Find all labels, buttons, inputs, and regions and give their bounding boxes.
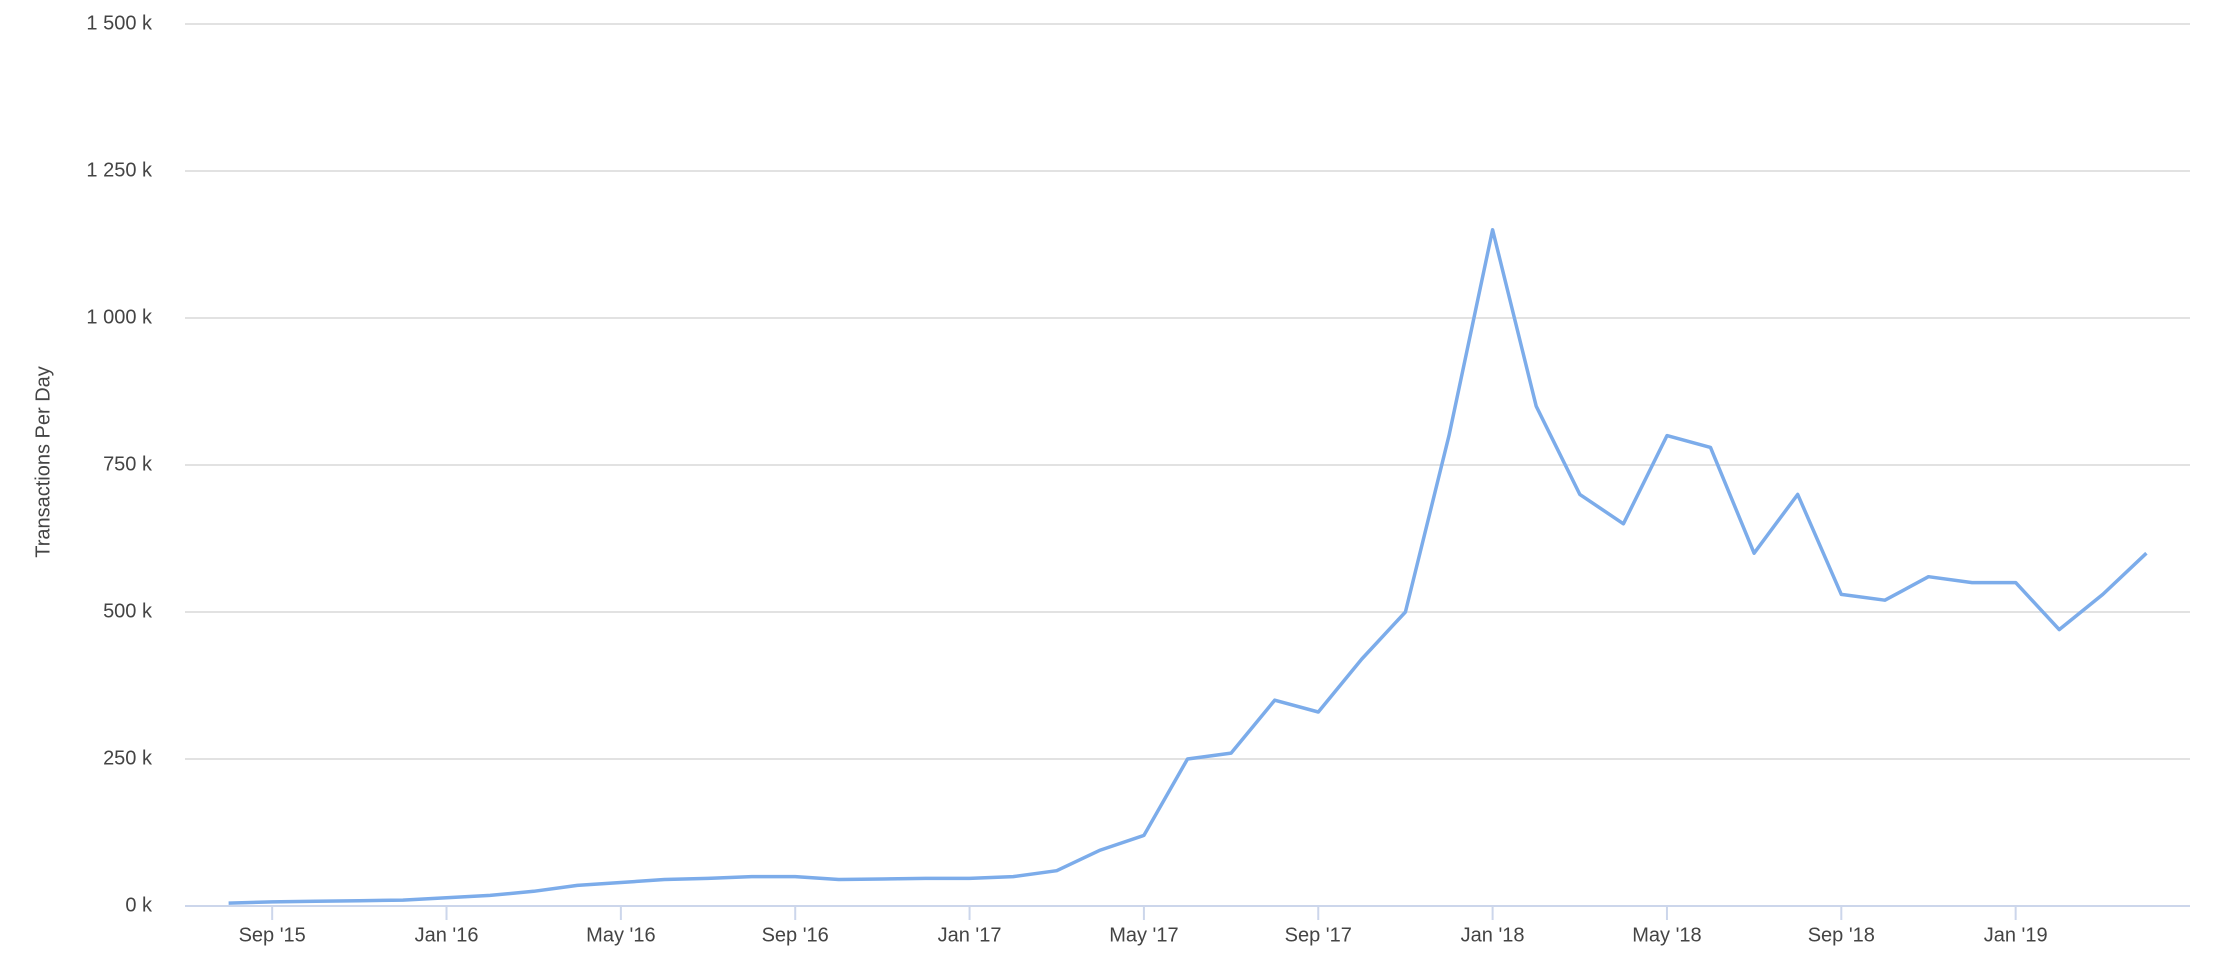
- x-tick-label: Jan '17: [938, 924, 1002, 946]
- x-tick-label: Sep '15: [239, 924, 306, 946]
- x-tick-label: Jan '16: [415, 924, 479, 946]
- x-tick-label: Sep '16: [762, 924, 829, 946]
- x-tick-label: May '16: [586, 924, 655, 946]
- x-tick-label: Jan '18: [1461, 924, 1525, 946]
- x-tick-label: Sep '18: [1808, 924, 1875, 946]
- data-line: [228, 228, 2148, 905]
- y-tick-label: 1 000 k: [86, 306, 153, 328]
- y-tick-label: 250 k: [103, 747, 153, 769]
- y-axis-title: Transactions Per Day: [32, 366, 54, 558]
- x-tick-label: Sep '17: [1285, 924, 1352, 946]
- x-tick-label: Jan '19: [1984, 924, 2048, 946]
- y-tick-label: 0 k: [125, 894, 153, 916]
- y-tick-label: 1 500 k: [86, 12, 153, 34]
- x-tick-label: May '17: [1109, 924, 1178, 946]
- y-tick-label: 1 250 k: [86, 159, 153, 181]
- y-tick-label: 750 k: [103, 453, 153, 475]
- x-tick-label: May '18: [1632, 924, 1701, 946]
- y-tick-label: 500 k: [103, 600, 153, 622]
